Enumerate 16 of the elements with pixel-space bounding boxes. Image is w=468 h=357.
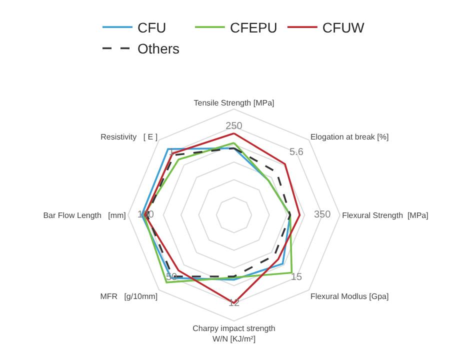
text: 350 [314,210,332,220]
text: 15 [290,272,302,283]
legend-label: CFEPU [230,20,278,36]
text: 250 [226,121,243,132]
spoke-label: MFR [g/10mm] [100,292,158,302]
spoke-label: Elogation at break [%] [310,132,389,142]
text: 5.6 [290,147,304,158]
spoke-label: Charpy impact strength W/N [KJ/m²] [192,324,276,344]
spoke-label: Bar Flow Length [mm] [43,210,126,220]
legend-label: CFUW [322,20,366,36]
spoke-label: Tensile Strength [MPa] [194,98,274,108]
spoke-label: Flexural Strength [MPa] [342,210,428,220]
legend-label: CFU [138,20,166,36]
spoke-label: Flexural Modlus [Gpa] [310,292,389,302]
spoke-label: Resistivity [ E ] [100,132,158,142]
legend-label: Others [138,40,180,57]
